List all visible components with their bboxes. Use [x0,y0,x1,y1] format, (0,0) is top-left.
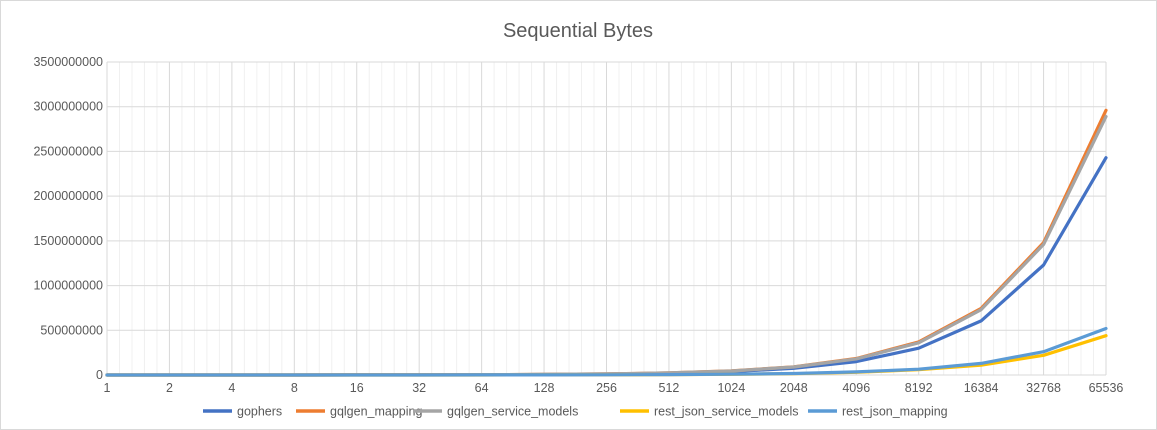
x-tick-label: 16384 [964,381,999,395]
legend: gophers gqlgen_mapping gqlgen_service_mode… [203,405,948,419]
x-tick-label: 4096 [842,381,870,395]
series-lines [105,108,1108,377]
x-tick-label: 1 [104,381,111,395]
x-axis-tick-labels: 1 2 4 8 16 32 64 128 256 512 1024 2048 4096 8192 16384… [104,381,1124,395]
y-tick-label: 500000000 [40,323,103,337]
y-tick-label: 0 [96,368,103,382]
y-tick-label: 1500000000 [33,234,103,248]
y-tick-label: 2000000000 [33,189,103,203]
x-tick-label: 32 [412,381,426,395]
series-line-rest-json-mapping [105,326,1108,377]
x-tick-label: 16 [350,381,364,395]
y-tick-label: 3500000000 [33,55,103,69]
legend-label: rest_json_service_models [654,405,799,419]
legend-label: rest_json_mapping [842,405,948,419]
y-tick-label: 1000000000 [33,279,103,293]
y-tick-label: 2500000000 [33,144,103,158]
legend-label: gqlgen_service_models [447,405,578,419]
x-tick-label: 128 [534,381,555,395]
x-tick-label: 8 [291,381,298,395]
x-tick-label: 512 [659,381,680,395]
x-tick-label: 65536 [1089,381,1124,395]
x-tick-label: 32768 [1026,381,1061,395]
legend-label: gophers [237,405,282,419]
x-tick-label: 2 [166,381,173,395]
grid-lines [106,61,1107,376]
y-axis-tick-labels: 0 500000000 1000000000 1500000000 2000000000… [33,55,103,382]
x-tick-label: 2048 [780,381,808,395]
y-tick-label: 3000000000 [33,100,103,114]
x-tick-label: 256 [596,381,617,395]
x-tick-label: 1024 [717,381,745,395]
chart-title: Sequential Bytes [503,20,653,42]
x-tick-label: 64 [475,381,489,395]
legend-label: gqlgen_mapping [330,405,422,419]
x-tick-label: 8192 [905,381,933,395]
x-tick-label: 4 [228,381,235,395]
